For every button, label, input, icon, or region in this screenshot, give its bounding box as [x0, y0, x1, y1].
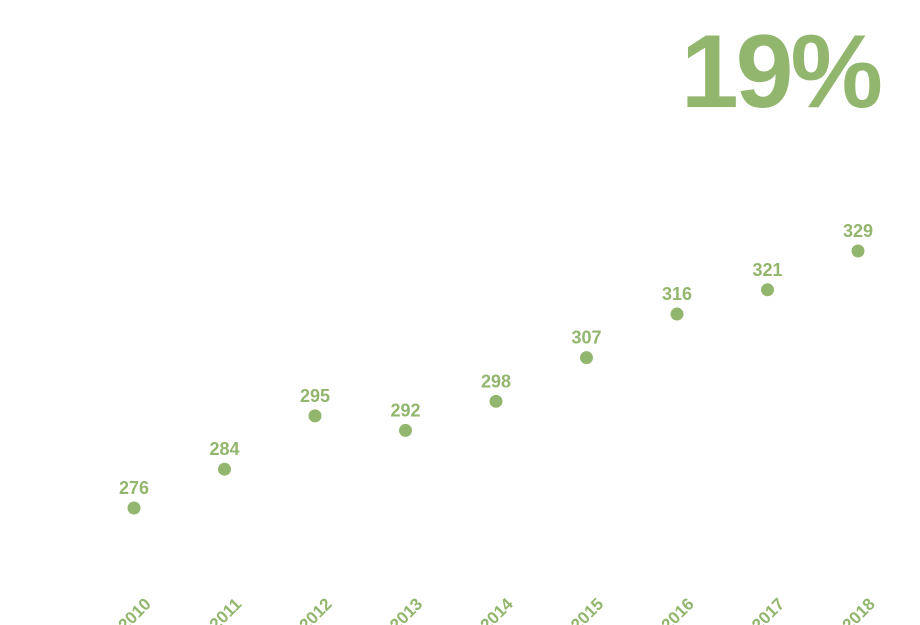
x-axis-ticks: 2010 2011 2012 2013 2014 2015 2016 2017 2018 — [115, 594, 879, 625]
data-point-2010 — [127, 501, 141, 515]
x-tick-label-2017: 2017 — [748, 594, 788, 625]
headline-percentage: 19% — [680, 14, 883, 130]
data-point-2013 — [399, 423, 412, 437]
data-point-2011 — [218, 462, 231, 476]
x-tick-label-2016: 2016 — [658, 594, 698, 625]
data-label-2017: 321 — [752, 260, 782, 280]
data-label-2013: 292 — [390, 400, 420, 420]
x-tick-label-2012: 2012 — [296, 594, 336, 625]
x-tick-label-2015: 2015 — [567, 594, 607, 625]
data-point-2016 — [670, 307, 684, 321]
x-tick-label-2018: 2018 — [839, 594, 879, 625]
data-label-2014: 298 — [481, 371, 511, 391]
data-label-2015: 307 — [571, 328, 601, 348]
data-label-2018: 329 — [843, 221, 873, 241]
data-label-2011: 284 — [209, 439, 239, 459]
data-point-2015 — [580, 351, 593, 365]
data-labels: 276 284 295 292 298 307 316 321 329 — [119, 221, 873, 498]
data-point-2014 — [489, 394, 503, 408]
x-tick-label-2010: 2010 — [115, 594, 155, 625]
x-tick-label-2011: 2011 — [206, 594, 246, 625]
data-label-2012: 295 — [300, 386, 330, 406]
x-tick-label-2014: 2014 — [477, 594, 518, 625]
data-label-2010: 276 — [119, 478, 149, 498]
data-point-2018 — [851, 244, 865, 258]
data-label-2016: 316 — [662, 284, 692, 304]
x-tick-label-2013: 2013 — [386, 594, 426, 625]
data-points — [127, 244, 865, 515]
data-point-2012 — [308, 409, 322, 423]
data-point-2017 — [761, 283, 774, 297]
